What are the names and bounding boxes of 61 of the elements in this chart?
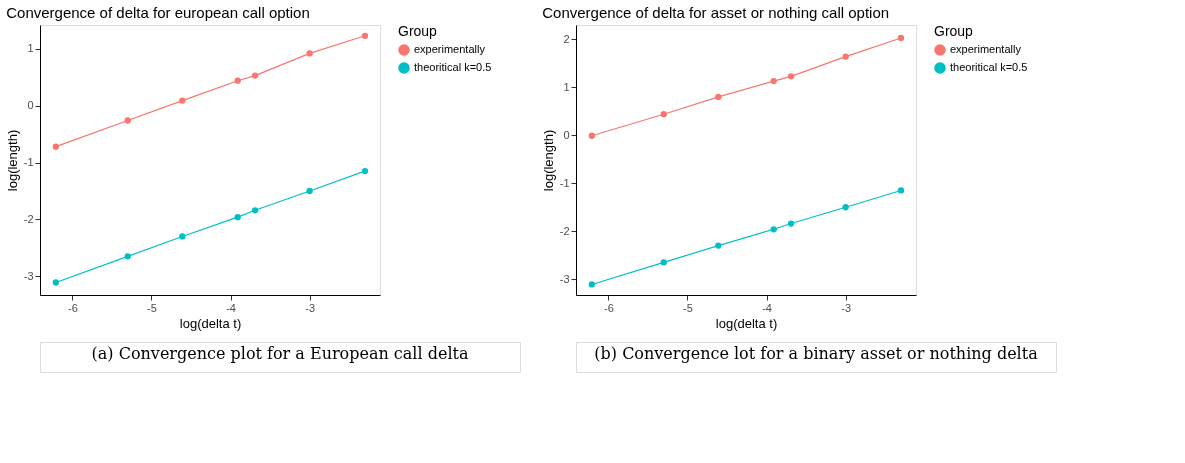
y-tick-label: 0 [563,128,570,141]
point [179,97,186,104]
point [251,207,259,214]
x-tick-label: -3 [305,301,316,314]
point [842,53,849,60]
point [897,187,905,194]
point [251,72,259,79]
point [179,233,186,240]
x-tick-label: -5 [147,301,157,314]
point [715,93,722,101]
y-axis-title: log(length) [540,129,556,192]
point [234,213,241,221]
y-tick-label: -3 [559,272,570,285]
x-tick-label: -6 [604,301,614,314]
x-tick-label: -6 [68,301,78,314]
point [361,167,369,175]
point [234,77,241,84]
legend-label: experimentally [414,43,486,55]
y-tick-label: -1 [559,176,570,189]
point [588,281,595,288]
y-tick-label: 0 [27,99,34,112]
chart-title: Convergence of delta for asset or nothing call option [542,4,890,21]
legend-title: Group [934,23,974,39]
y-tick-label: -1 [23,156,34,169]
y-tick-label: 2 [563,32,570,45]
x-tick-label: -4 [762,301,772,314]
y-tick-label: 1 [27,42,34,55]
point [124,117,131,124]
point [770,226,777,233]
point [306,50,313,57]
point [770,77,777,85]
text: (a) Convergence plot for a European call delta [91,344,469,363]
point [361,32,369,39]
point [897,34,905,42]
point [306,187,313,195]
y-axis-title: log(length) [4,129,20,192]
point [52,279,59,286]
x-tick-label: -5 [683,301,693,314]
y-tick-label: 1 [563,80,570,93]
point [660,259,667,266]
legend-label: experimentally [950,43,1022,55]
legend-label: theoritical k=0.5 [414,61,492,73]
point [124,253,131,260]
point [52,143,59,150]
legend-label: theoritical k=0.5 [950,61,1028,73]
point [787,73,795,80]
chart-title: Convergence of delta for european call option [6,4,310,21]
legend-title: Group [398,23,438,39]
point [842,204,849,211]
y-tick-label: -2 [23,212,34,225]
point [660,111,667,118]
text: (b) Convergence lot for a binary asset or nothing delta [594,344,1039,363]
point [715,242,722,249]
x-axis-title: log(delta t) [715,315,778,331]
point [588,132,595,139]
y-tick-label: -3 [23,269,34,282]
point [787,220,795,227]
x-tick-label: -3 [841,301,852,314]
y-tick-label: -2 [559,224,570,237]
x-tick-label: -4 [226,301,236,314]
x-axis-title: log(delta t) [179,315,242,331]
